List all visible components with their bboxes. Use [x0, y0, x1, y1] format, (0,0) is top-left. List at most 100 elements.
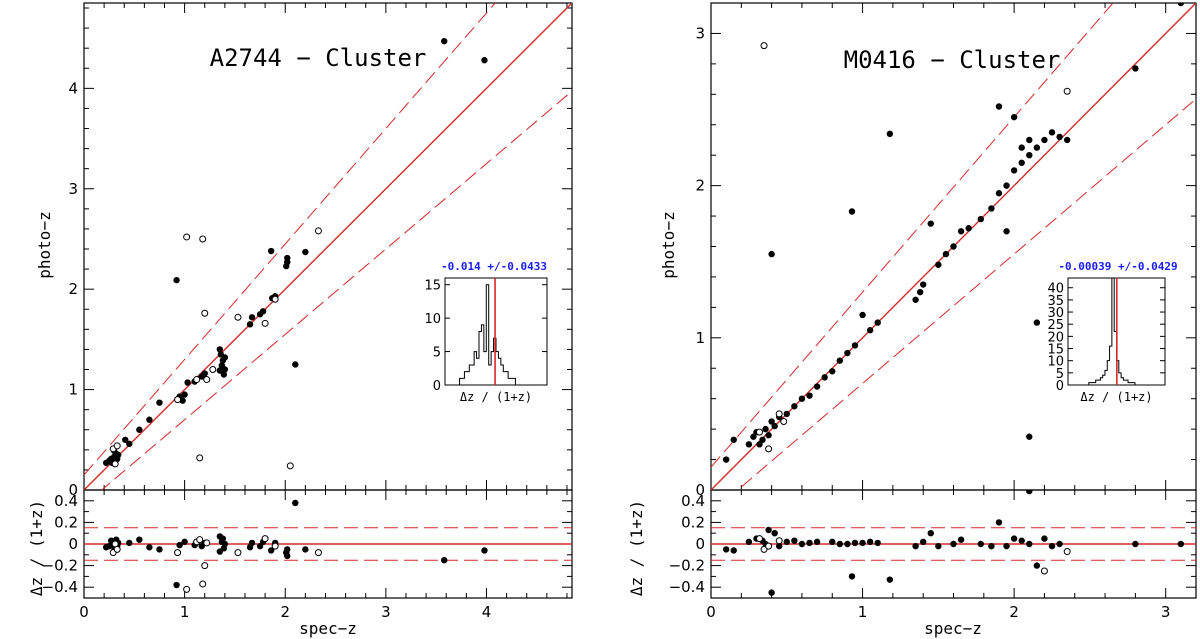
data-point-open [174, 396, 182, 404]
inset-tick-label: 40 [1047, 282, 1064, 297]
residual-point-open [765, 542, 773, 550]
data-point-filled [798, 395, 806, 402]
residual-point-filled [844, 540, 851, 548]
data-point-filled [1048, 129, 1056, 136]
data-point-filled [722, 456, 730, 463]
residual-tick-label: 0.4 [54, 492, 78, 510]
inset-xlabel: Δz / (1+z) [460, 390, 532, 404]
data-point-filled [756, 441, 763, 448]
data-point-filled [851, 342, 859, 349]
data-point-open [199, 235, 207, 243]
data-point-filled [1003, 228, 1010, 235]
data-point-filled [765, 432, 772, 439]
data-point-open [193, 376, 201, 384]
data-point-filled [248, 314, 256, 321]
data-point-filled [859, 311, 866, 319]
panel-title: A2744 − Cluster [210, 44, 427, 72]
residual-point-open [174, 549, 182, 557]
data-point-filled [146, 416, 153, 423]
outlier-lower-line [100, 90, 572, 490]
residual-point-open [234, 549, 242, 557]
residual-axis-title: Δz / (1+z) [627, 500, 646, 596]
y-tick-label: 3 [695, 24, 705, 42]
residual-point-filled [146, 544, 153, 551]
data-point-filled [156, 399, 163, 406]
inset-stat: -0.014 +/-0.0433 [441, 260, 547, 273]
x-axis-title: spec−z [924, 619, 982, 638]
y-axis-title: photo−z [35, 211, 54, 278]
residual-point-filled [912, 542, 919, 550]
panel-a2744: 0 1 2 3 4 0 1 2 3 4 0.4 0.2 0 −0.2 −0.4 spec−z photo−z Δz… [27, 2, 573, 638]
residual-tick-label: 0.2 [681, 513, 705, 531]
data-point-filled [813, 383, 821, 390]
data-point-filled [1177, 3, 1185, 7]
data-point-filled [957, 228, 965, 235]
data-point-filled [977, 215, 984, 223]
residual-point-filled [935, 542, 942, 550]
residual-point-filled [1132, 540, 1139, 548]
data-point-filled [1010, 167, 1018, 174]
residual-point-filled [176, 541, 183, 549]
residual-point-filled [783, 538, 790, 546]
inset-tick-label: 25 [1047, 318, 1064, 333]
residual-point-filled [765, 526, 772, 534]
residual-point-filled [886, 576, 894, 583]
data-point-filled [821, 374, 828, 381]
inset-tick-label: 10 [1047, 355, 1064, 370]
residual-point-filled [221, 540, 229, 548]
y-axis-title: photo−z [659, 211, 678, 278]
data-point-open [203, 376, 211, 384]
residual-point-filled [722, 546, 730, 553]
residual-tick-label: 0 [68, 535, 78, 553]
data-point-filled [750, 433, 757, 440]
data-point-filled [942, 250, 950, 258]
data-point-filled [267, 247, 275, 255]
data-point-filled [302, 248, 309, 256]
x-tick-label: 0 [706, 603, 716, 621]
data-point-filled [1026, 136, 1033, 144]
data-point-filled [848, 208, 856, 215]
data-point-filled [912, 296, 919, 303]
data-point-open [286, 462, 294, 470]
data-point-filled [745, 441, 753, 448]
data-point-open [756, 428, 763, 436]
residual-point-filled [1026, 540, 1033, 548]
data-point-filled [935, 261, 942, 268]
data-point-filled [988, 205, 995, 212]
data-point-filled [284, 258, 291, 266]
residual-point-filled [745, 538, 753, 546]
residual-point-filled [806, 539, 813, 547]
data-point-filled [126, 440, 133, 448]
data-point-filled [201, 370, 208, 377]
residual-point-filled [859, 539, 866, 547]
data-point-filled [1003, 182, 1010, 189]
residual-point-filled [136, 536, 143, 543]
data-point-filled [246, 321, 254, 328]
residual-point-filled [1003, 542, 1010, 550]
residual-point-filled [1048, 542, 1056, 550]
residual-point-filled [481, 547, 488, 554]
inset-tick-label: 5 [433, 346, 441, 361]
data-point-filled [481, 57, 488, 64]
residual-tick-label: 0.2 [54, 513, 78, 531]
data-point-filled [221, 366, 229, 373]
residual-point-filled [284, 546, 291, 553]
residual-tick-label: −0.4 [42, 578, 78, 596]
residual-point-filled [284, 552, 291, 560]
outlier-upper-line [84, 3, 496, 476]
data-point-open [113, 442, 121, 450]
data-point-filled [216, 346, 224, 353]
x-tick-label: 4 [482, 603, 492, 621]
y-tick-label: 0 [695, 481, 705, 499]
residual-point-filled [173, 581, 180, 589]
inset-histogram [1068, 277, 1165, 386]
residual-point-filled [267, 547, 275, 554]
data-point-filled [886, 130, 894, 138]
residual-point-filled [1018, 537, 1025, 544]
x-tick-label: 3 [1161, 603, 1171, 621]
data-point-filled [762, 425, 769, 433]
data-point-filled [866, 327, 874, 334]
data-point-filled [122, 436, 129, 443]
inset-xlabel: Δz / (1+z) [1080, 390, 1152, 404]
